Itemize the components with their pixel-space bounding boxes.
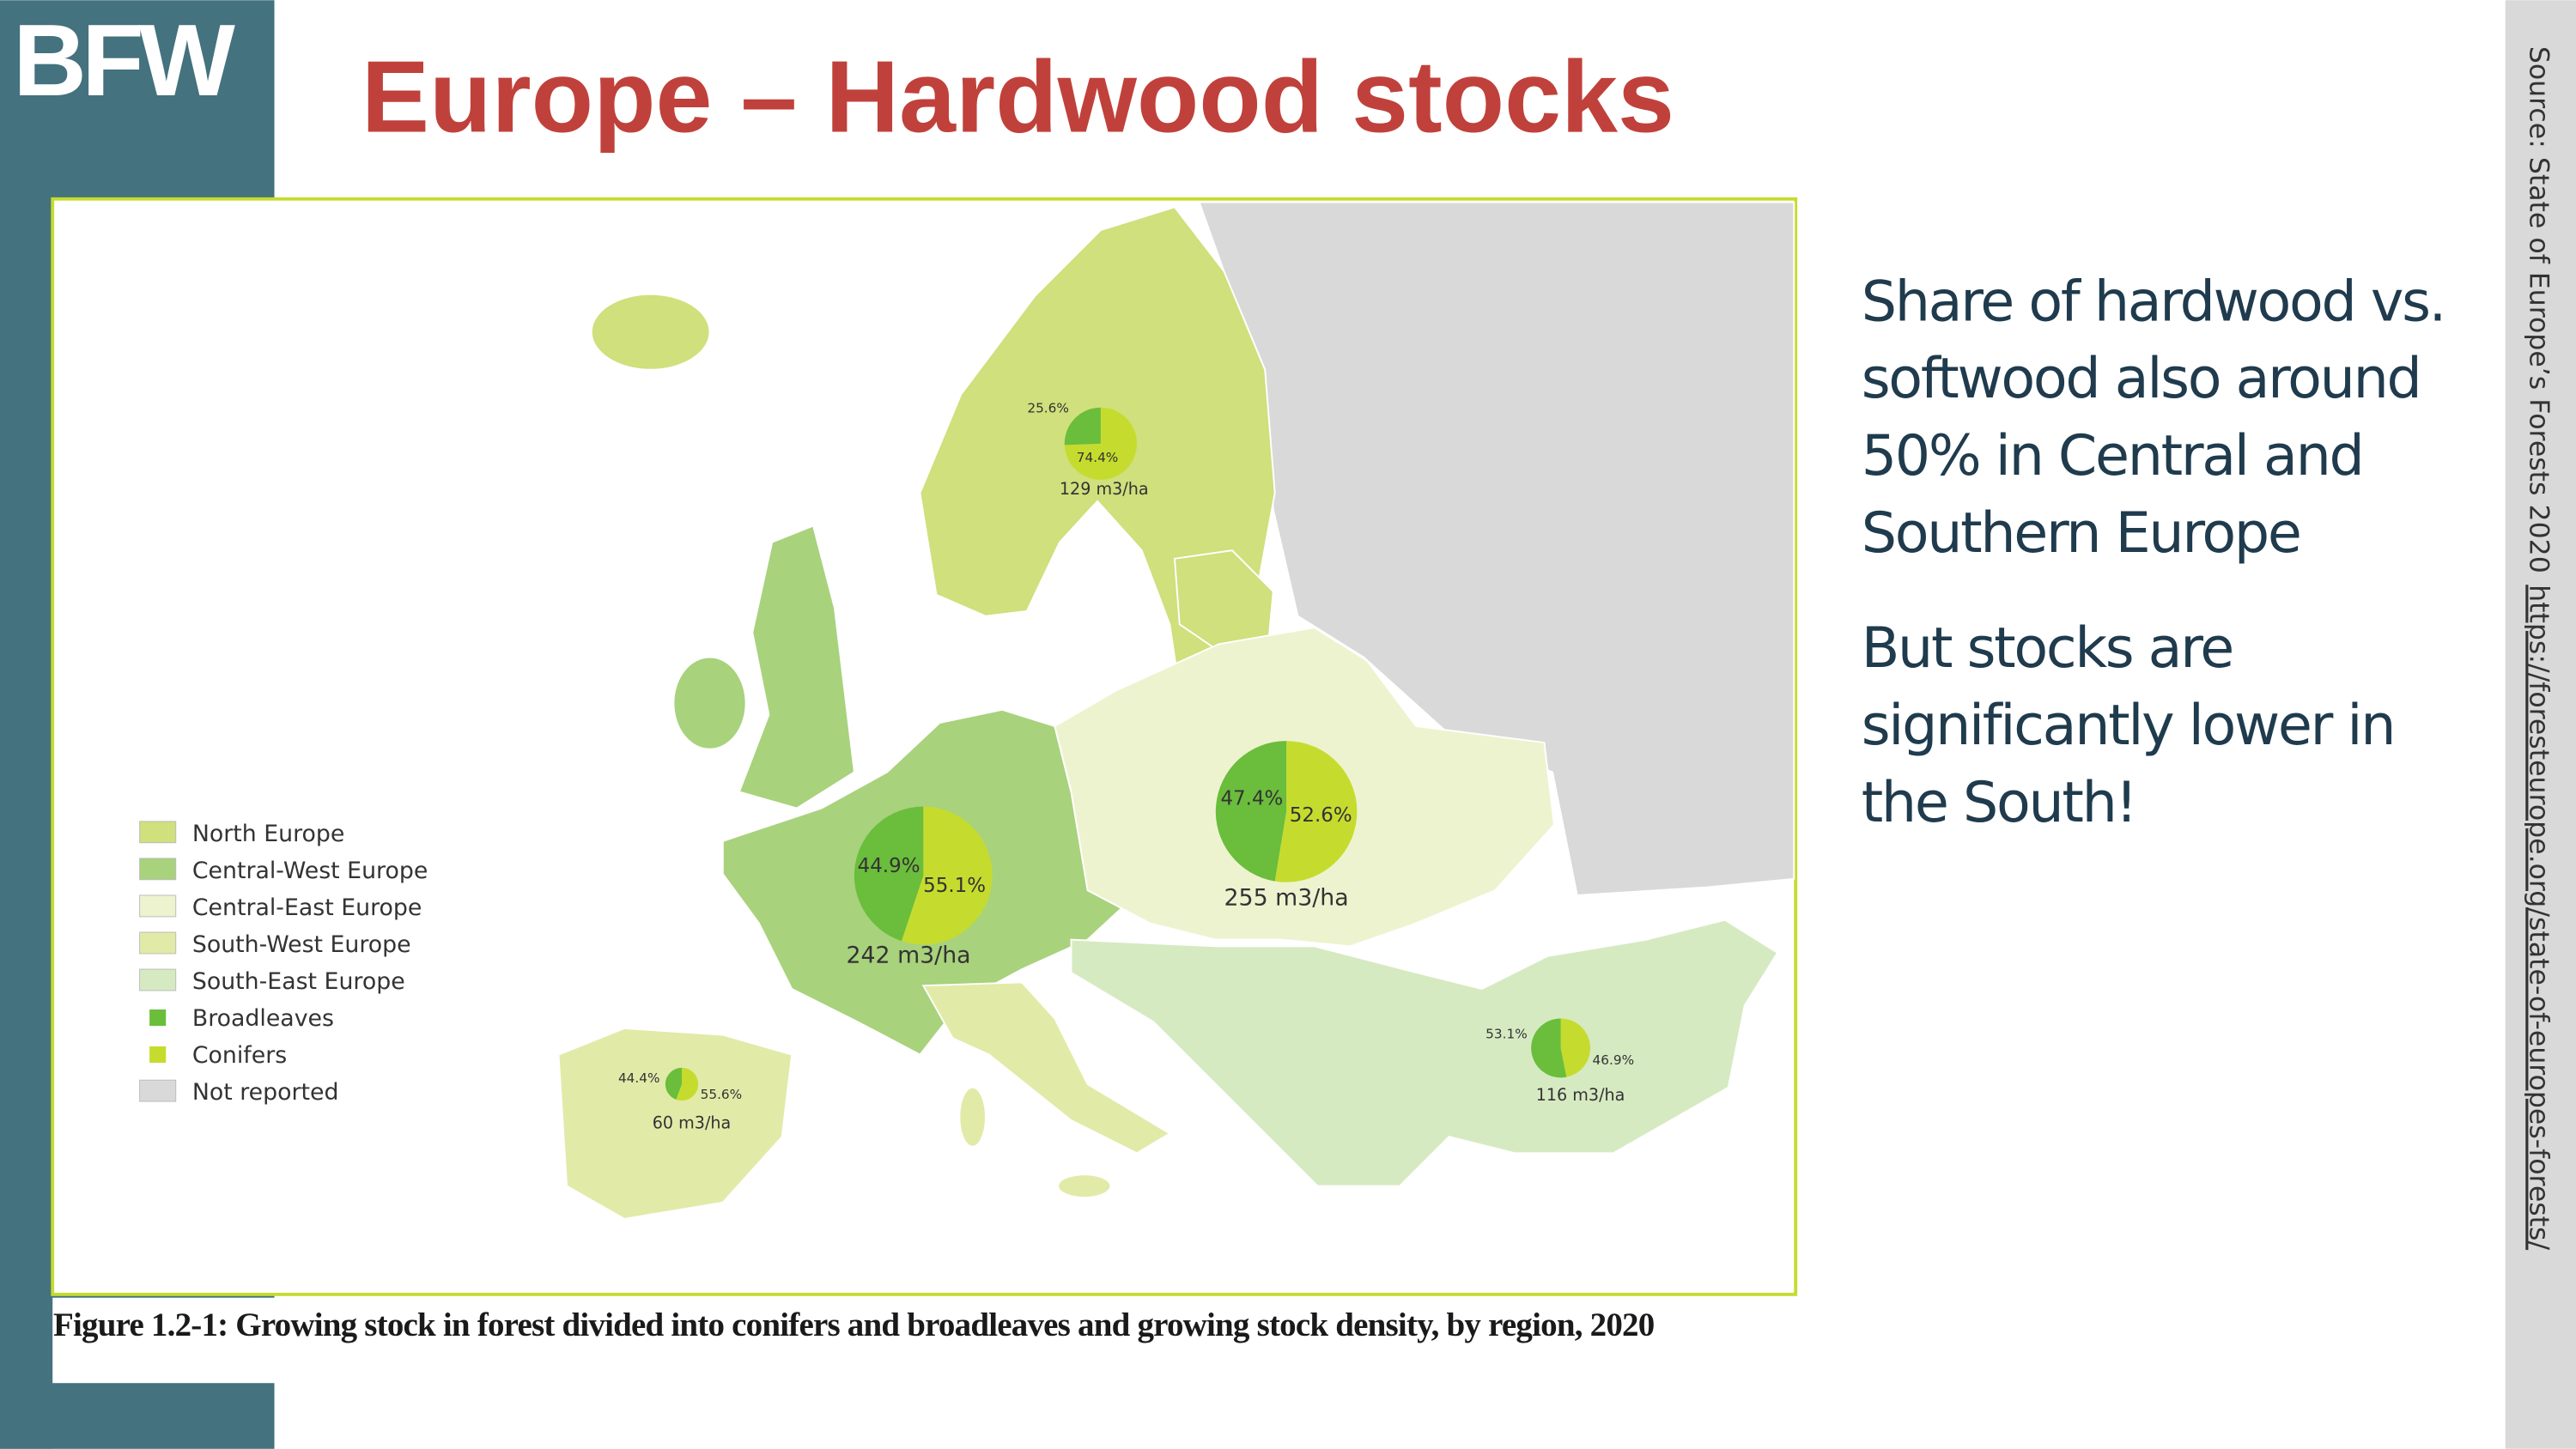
pie-value-label: 53.1% [1485, 1026, 1528, 1041]
pie-slice-conifers [1560, 1018, 1591, 1077]
source-strip [2505, 0, 2576, 1449]
side-bar [0, 1297, 53, 1384]
side-bar [0, 1383, 275, 1449]
legend-swatch [139, 894, 177, 918]
pie-stock-label: 255 m3/ha [1224, 884, 1349, 911]
legend-label: North Europe [192, 821, 345, 847]
source: Source: State of Europe’s Forests 2020 ht… [2523, 46, 2554, 1251]
pie-slice-broadleaves [1064, 407, 1101, 446]
figure-caption: Figure 1.2-1: Growing stock in forest di… [53, 1307, 1655, 1343]
legend-label: Not reported [192, 1079, 339, 1106]
pie-stock-label: 242 m3/ha [846, 942, 970, 968]
note-line: significantly lower in [1862, 694, 2394, 758]
legend-label: Conifers [192, 1042, 287, 1069]
note-line: Share of hardwood vs. [1862, 270, 2445, 334]
pie-value-label: 74.4% [1077, 450, 1119, 465]
pie-slice-conifers [1274, 741, 1358, 882]
legend-swatch [139, 1079, 177, 1102]
pie-slice-broadleaves [665, 1067, 683, 1100]
pie-value-label: 55.1% [923, 875, 986, 897]
pie-stock-label: 116 m3/ha [1536, 1085, 1625, 1105]
note-line: Southern Europe [1862, 501, 2300, 566]
region-south-east [1070, 919, 1779, 1187]
region-south-west [921, 981, 1172, 1155]
legend-label: Central-West Europe [192, 858, 428, 884]
region-north [590, 293, 711, 371]
region-south-west [1057, 1173, 1112, 1198]
pie-stock-label: 129 m3/ha [1060, 479, 1149, 499]
region-central-west [738, 524, 855, 809]
note-line: the South! [1862, 771, 2136, 835]
pie-value-label: 47.4% [1220, 788, 1283, 810]
pie-value-label: 44.9% [858, 855, 920, 877]
pie-slice-conifers [901, 806, 993, 945]
pie-value-label: 44.4% [618, 1070, 660, 1086]
title: Europe – Hardwood stocks [361, 40, 1674, 154]
pie-slice-broadleaves [1215, 741, 1287, 882]
region-south-west [958, 1086, 987, 1148]
legend-label: Central-East Europe [192, 894, 422, 921]
legend-label: South-East Europe [192, 968, 405, 995]
map: North Europe Central-West Europe Central-E… [0, 197, 1860, 1449]
legend-swatch [149, 1009, 167, 1027]
pie-stock-label: 60 m3/ha [653, 1113, 732, 1133]
legend-swatch [139, 968, 177, 991]
caption-bg [52, 1297, 1860, 1449]
pie-slice-conifers [1064, 407, 1137, 480]
logo: BFW [13, 4, 235, 118]
legend-label: South-West Europe [192, 931, 411, 958]
pie-slice-broadleaves [1531, 1018, 1567, 1078]
pie-slice-conifers [676, 1067, 699, 1101]
pie-value-label: 52.6% [1290, 804, 1352, 827]
note-line: 50% in Central and [1862, 424, 2363, 488]
pie-value-label: 55.6% [701, 1087, 743, 1102]
region-central-west [672, 656, 747, 750]
source-link[interactable]: https://foresteurope.org/state-of-europe… [2523, 585, 2554, 1250]
region-south-west [557, 1027, 793, 1220]
source-text: Source: State of Europe’s Forests 2020 [2523, 46, 2554, 573]
legend-swatch [139, 931, 177, 955]
legend-swatch [149, 1046, 167, 1064]
note-line: softwood also around [1862, 347, 2421, 411]
legend-swatch [139, 821, 177, 844]
pie-value-label: 25.6% [1027, 400, 1069, 415]
legend-label: Broadleaves [192, 1005, 334, 1032]
pie-slice-broadleaves [854, 806, 924, 942]
note-line: But stocks are [1862, 616, 2233, 681]
pie-value-label: 46.9% [1593, 1052, 1635, 1068]
legend-swatch [139, 858, 177, 881]
